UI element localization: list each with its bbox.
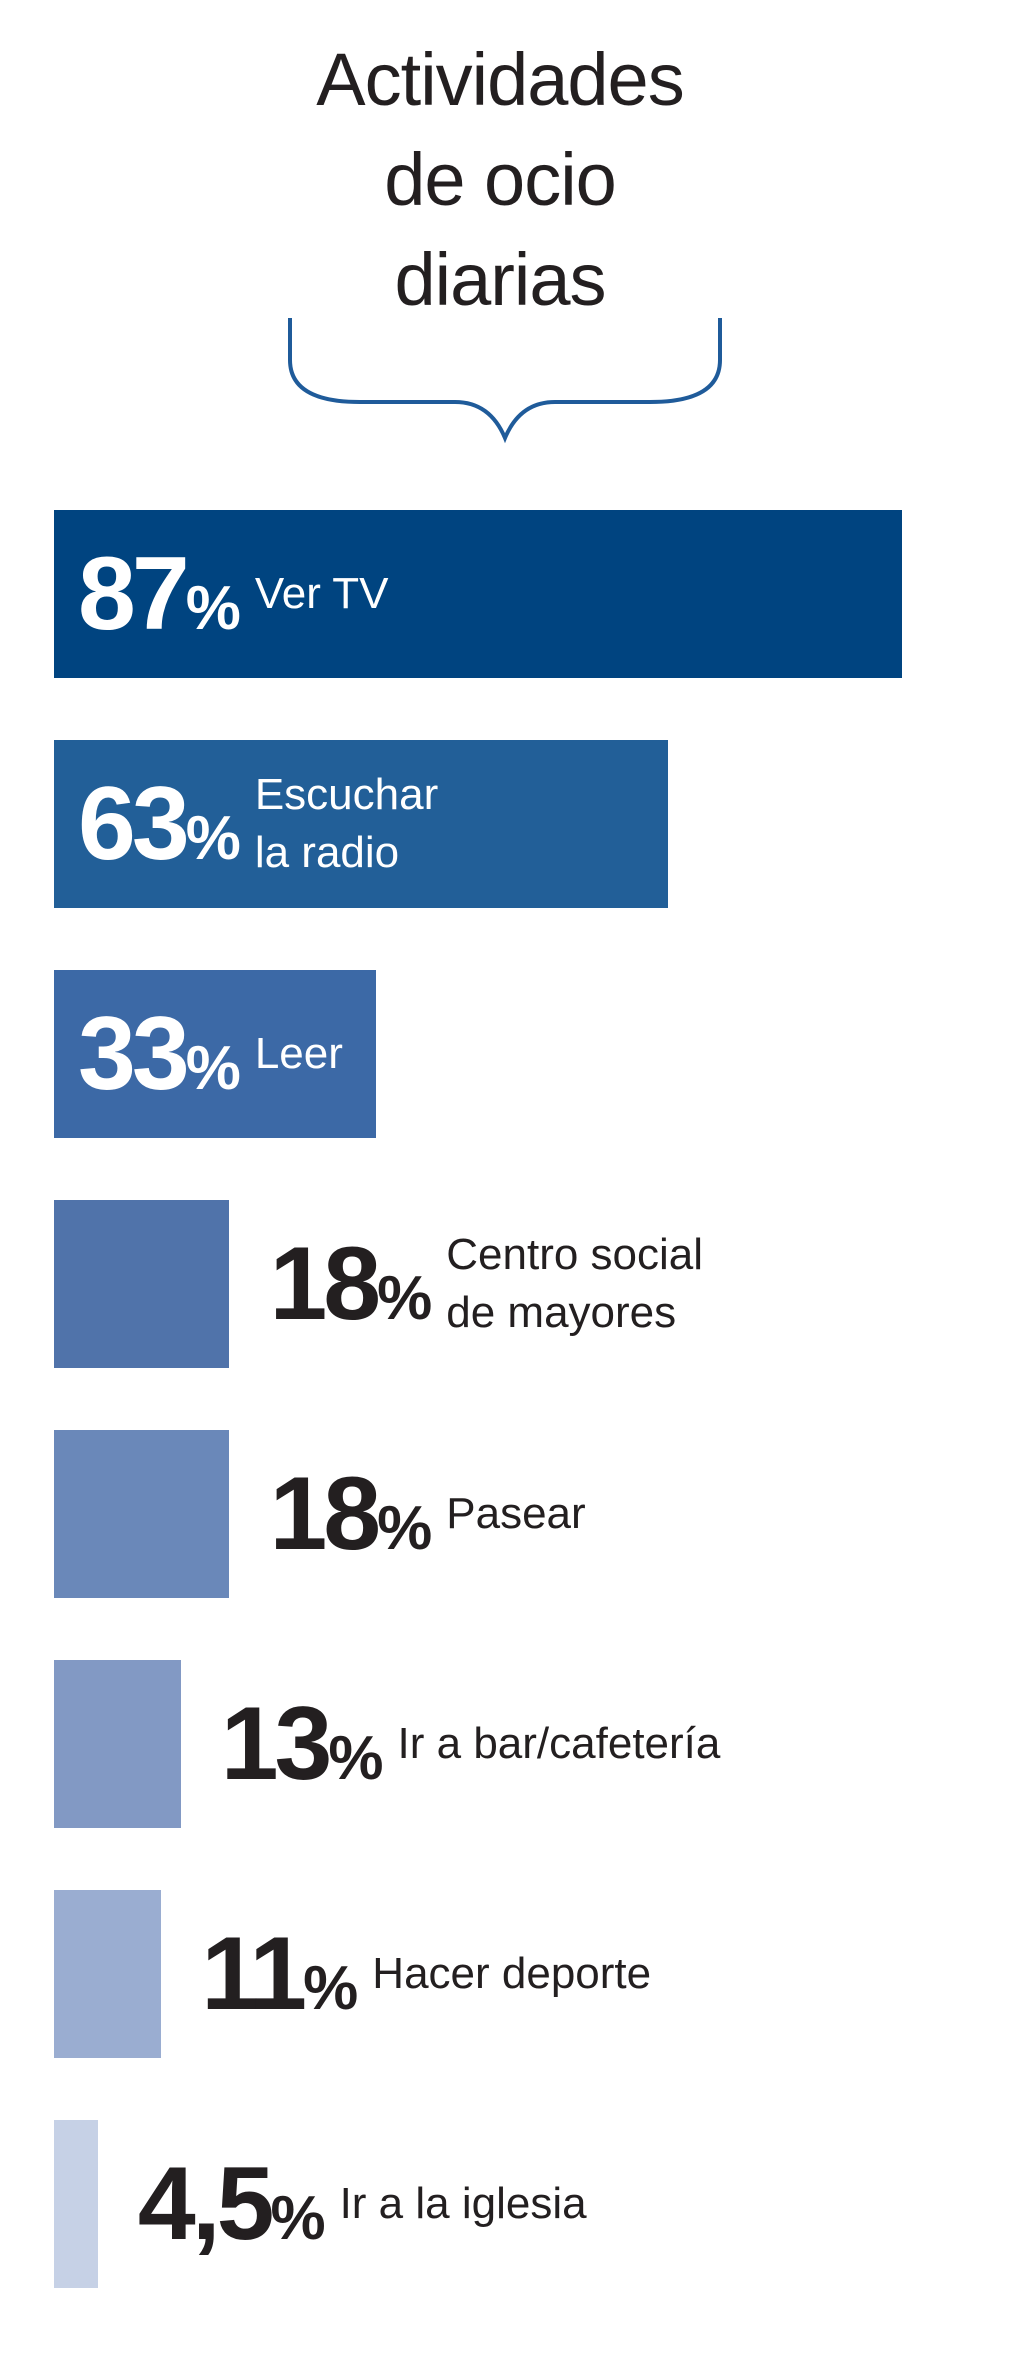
category-label: Hacer deporte <box>372 1945 651 2003</box>
category-label: Ir a bar/cafetería <box>398 1715 721 1773</box>
bar <box>54 1200 230 1368</box>
bar <box>54 740 669 908</box>
bar-label: 63% Escuchar la radio <box>78 740 438 908</box>
chart-title-line: Actividades <box>316 38 684 121</box>
percent-sign: % <box>303 1954 359 2023</box>
chart-title-line: diarias <box>394 238 607 321</box>
category-label-line: Ir a la iglesia <box>339 2179 587 2228</box>
bar-label: 18% Centro social de mayores <box>269 1200 703 1368</box>
bar <box>54 1430 230 1598</box>
value-label: 33% <box>78 996 241 1112</box>
bar-label: 33% Leer <box>78 970 343 1138</box>
category-label-line: Hacer deporte <box>372 1949 652 1998</box>
value-label: 18% <box>269 1456 433 1572</box>
category-label: Ver TV <box>255 565 389 623</box>
category-label-line: Pasear <box>446 1489 586 1538</box>
category-label: Leer <box>255 1025 343 1083</box>
category-label: Pasear <box>446 1485 585 1543</box>
category-label-line: de mayores <box>446 1288 677 1337</box>
bar <box>54 970 376 1138</box>
category-label-line: la radio <box>254 828 400 877</box>
bar-label: 4,5% Ir a la iglesia <box>138 2120 587 2288</box>
percent-sign: % <box>185 1034 241 1103</box>
bar-label: 13% Ir a bar/cafetería <box>221 1660 721 1828</box>
percent-sign: % <box>328 1724 384 1793</box>
value-label: 87% <box>78 536 241 652</box>
bar <box>54 1890 162 2058</box>
chart-title-line: de ocio <box>384 138 617 221</box>
bar <box>54 1660 181 1828</box>
value-label: 18% <box>269 1226 433 1342</box>
category-label-line: Centro social <box>446 1230 704 1279</box>
percent-sign: % <box>185 574 241 643</box>
category-label: Centro social de mayores <box>446 1226 703 1342</box>
bar-label: 11% Hacer deporte <box>201 1890 651 2058</box>
category-label: Escuchar la radio <box>255 766 438 882</box>
category-label-line: Ir a bar/cafetería <box>397 1719 721 1768</box>
chart-title: Actividades de ocio diarias <box>200 30 800 330</box>
category-label: Ir a la iglesia <box>340 2175 587 2233</box>
value-label: 4,5% <box>137 2146 326 2262</box>
bar-label: 18% Pasear <box>269 1430 585 1598</box>
curly-brace-icon <box>288 318 722 444</box>
value-label: 13% <box>220 1686 384 1802</box>
percent-sign: % <box>270 2184 326 2253</box>
percent-sign: % <box>185 804 241 873</box>
bar-label: 87% Ver TV <box>78 510 389 678</box>
category-label-line: Ver TV <box>254 569 389 618</box>
bar <box>54 2120 98 2288</box>
percent-sign: % <box>377 1494 433 1563</box>
category-label-line: Escuchar <box>254 770 439 819</box>
category-label-line: Leer <box>254 1029 343 1078</box>
percent-sign: % <box>377 1264 433 1333</box>
bar <box>54 510 902 678</box>
value-label: 11% <box>201 1916 359 2032</box>
value-label: 63% <box>78 766 241 882</box>
